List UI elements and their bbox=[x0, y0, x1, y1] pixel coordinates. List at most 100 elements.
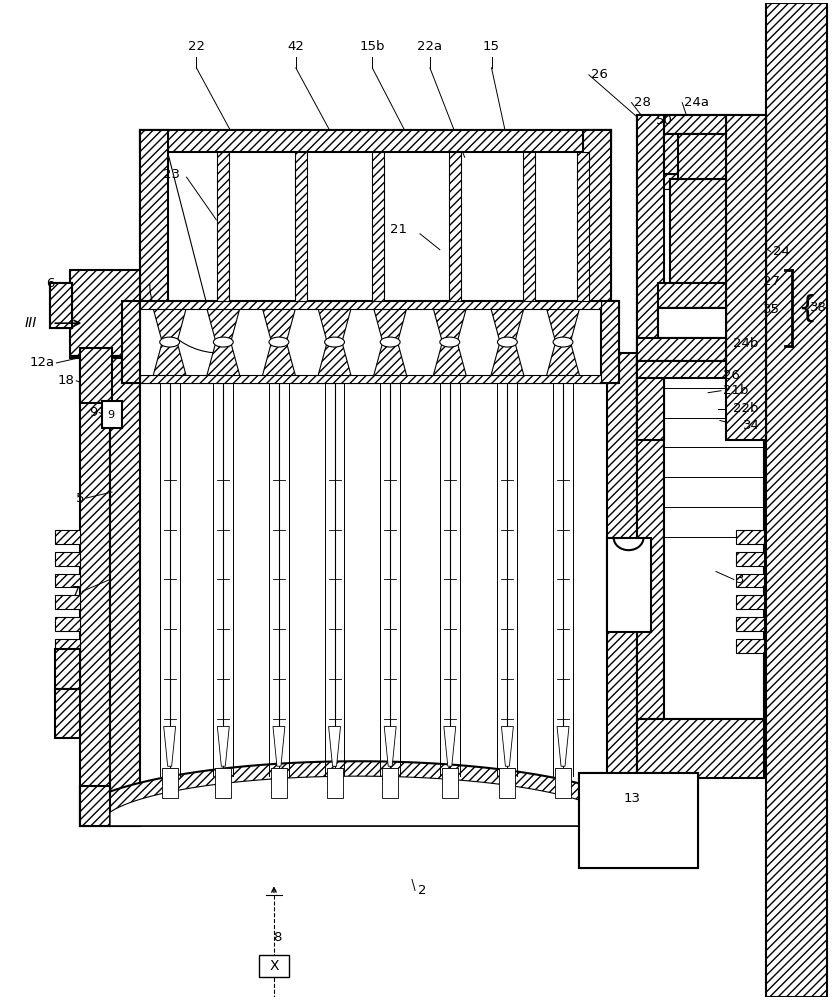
Text: 22a: 22a bbox=[418, 40, 443, 53]
Polygon shape bbox=[489, 344, 525, 381]
Polygon shape bbox=[665, 174, 698, 189]
Text: 9: 9 bbox=[89, 406, 97, 419]
Text: 26: 26 bbox=[591, 68, 608, 81]
Polygon shape bbox=[110, 776, 636, 826]
Text: 22: 22 bbox=[188, 40, 205, 53]
Polygon shape bbox=[217, 726, 230, 766]
Text: 15: 15 bbox=[483, 40, 500, 53]
Polygon shape bbox=[636, 353, 665, 719]
Polygon shape bbox=[55, 574, 80, 587]
Text: 24a: 24a bbox=[684, 96, 709, 109]
Text: 35: 35 bbox=[762, 303, 780, 316]
Bar bbox=[579, 773, 698, 868]
Ellipse shape bbox=[553, 337, 573, 347]
Text: 13: 13 bbox=[624, 792, 640, 805]
Text: 23: 23 bbox=[163, 168, 180, 181]
Bar bbox=[442, 768, 458, 798]
Polygon shape bbox=[636, 361, 726, 378]
Polygon shape bbox=[372, 303, 408, 340]
Polygon shape bbox=[80, 761, 666, 826]
Text: 28: 28 bbox=[634, 96, 650, 109]
Text: 50: 50 bbox=[656, 114, 673, 127]
Polygon shape bbox=[316, 303, 352, 340]
Bar bbox=[55, 689, 80, 738]
Polygon shape bbox=[444, 726, 456, 766]
Polygon shape bbox=[70, 356, 139, 358]
Polygon shape bbox=[372, 152, 384, 301]
Bar bbox=[382, 768, 398, 798]
Ellipse shape bbox=[380, 337, 400, 347]
Polygon shape bbox=[736, 595, 764, 609]
Text: 21: 21 bbox=[390, 223, 407, 236]
Polygon shape bbox=[205, 303, 241, 340]
Text: 24b: 24b bbox=[733, 337, 758, 350]
Polygon shape bbox=[448, 152, 461, 301]
Polygon shape bbox=[678, 134, 726, 179]
Text: 2: 2 bbox=[418, 884, 427, 897]
Ellipse shape bbox=[269, 337, 289, 347]
Bar bbox=[215, 768, 231, 798]
Polygon shape bbox=[205, 344, 241, 381]
Polygon shape bbox=[600, 301, 619, 383]
Polygon shape bbox=[164, 726, 175, 766]
Text: {: { bbox=[797, 293, 817, 322]
Polygon shape bbox=[489, 303, 525, 340]
Polygon shape bbox=[70, 270, 139, 356]
Polygon shape bbox=[55, 639, 80, 653]
Text: 18: 18 bbox=[58, 374, 74, 387]
Polygon shape bbox=[577, 152, 589, 301]
Polygon shape bbox=[55, 552, 80, 566]
Polygon shape bbox=[50, 283, 73, 328]
Polygon shape bbox=[579, 773, 698, 868]
Polygon shape bbox=[636, 115, 665, 440]
Polygon shape bbox=[636, 353, 666, 826]
Polygon shape bbox=[110, 353, 139, 826]
Polygon shape bbox=[55, 530, 80, 544]
Polygon shape bbox=[122, 301, 139, 383]
Polygon shape bbox=[384, 726, 396, 766]
Ellipse shape bbox=[214, 337, 233, 347]
Polygon shape bbox=[316, 344, 352, 381]
Polygon shape bbox=[726, 115, 766, 440]
Bar bbox=[636, 115, 766, 440]
Polygon shape bbox=[766, 3, 827, 997]
Bar bbox=[271, 768, 287, 798]
Polygon shape bbox=[636, 786, 666, 826]
Text: 42: 42 bbox=[287, 40, 304, 53]
Polygon shape bbox=[557, 726, 569, 766]
Text: 8: 8 bbox=[273, 931, 281, 944]
Bar bbox=[102, 401, 122, 428]
Bar bbox=[80, 348, 112, 403]
Polygon shape bbox=[295, 152, 306, 301]
Text: 5: 5 bbox=[76, 492, 84, 505]
Polygon shape bbox=[736, 574, 764, 587]
Polygon shape bbox=[524, 152, 535, 301]
Text: 6: 6 bbox=[46, 277, 54, 290]
Polygon shape bbox=[80, 353, 110, 826]
Polygon shape bbox=[583, 130, 610, 303]
Text: 3: 3 bbox=[736, 573, 744, 586]
Polygon shape bbox=[152, 303, 188, 340]
Polygon shape bbox=[139, 301, 600, 309]
Polygon shape bbox=[736, 617, 764, 631]
Text: 27: 27 bbox=[762, 275, 780, 288]
Polygon shape bbox=[658, 283, 726, 308]
Bar bbox=[499, 768, 515, 798]
Bar bbox=[122, 301, 619, 383]
Bar bbox=[50, 283, 73, 328]
Text: 12a: 12a bbox=[29, 356, 54, 369]
Polygon shape bbox=[736, 530, 764, 544]
Text: 22b: 22b bbox=[733, 402, 758, 415]
Polygon shape bbox=[665, 134, 698, 174]
Bar bbox=[665, 353, 764, 719]
Polygon shape bbox=[217, 152, 230, 301]
Text: 26: 26 bbox=[723, 369, 740, 382]
Polygon shape bbox=[372, 344, 408, 381]
Polygon shape bbox=[55, 617, 80, 631]
Text: 15b: 15b bbox=[360, 40, 385, 53]
Polygon shape bbox=[80, 786, 110, 826]
Polygon shape bbox=[671, 179, 726, 283]
Polygon shape bbox=[502, 726, 514, 766]
Polygon shape bbox=[139, 375, 600, 383]
Text: III: III bbox=[24, 316, 37, 330]
